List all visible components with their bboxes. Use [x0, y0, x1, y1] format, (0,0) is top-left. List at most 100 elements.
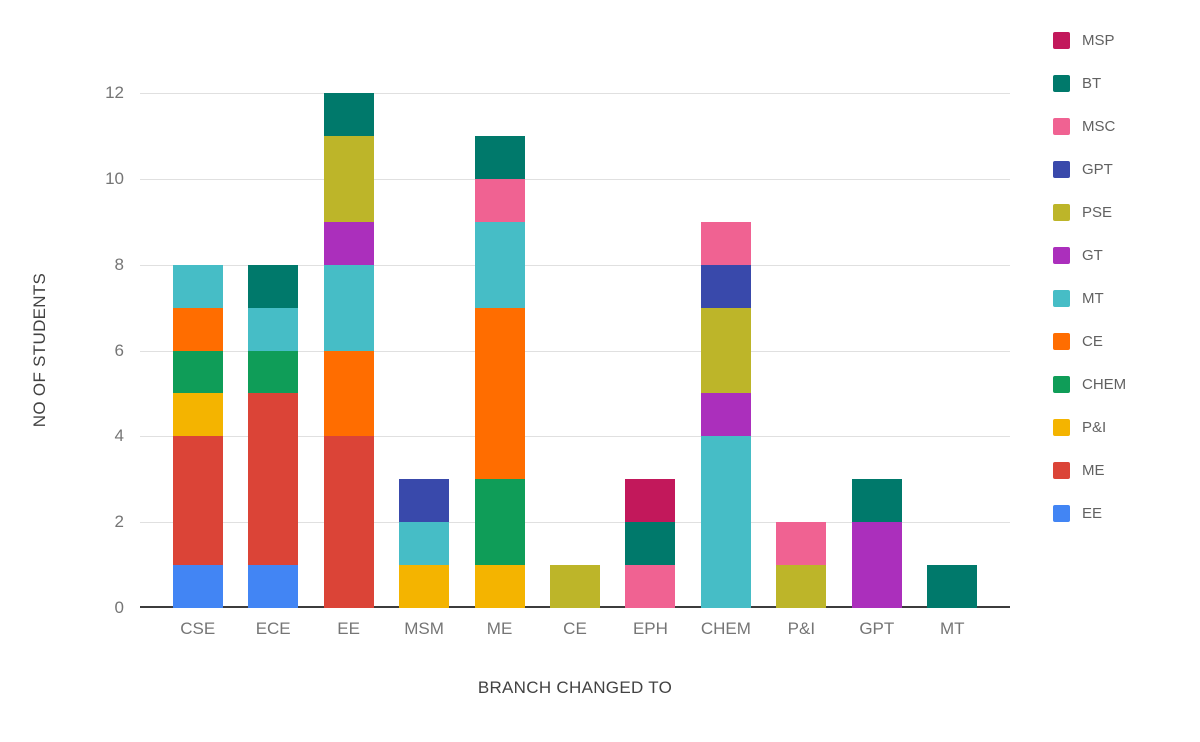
y-tick-label-2: 2 [114, 512, 124, 531]
segment-CSE-P&I[interactable] [172, 393, 223, 437]
gridline-10 [140, 179, 1010, 180]
legend-item-MT[interactable]: MT [1053, 290, 1126, 307]
segment-EE-BT[interactable] [323, 93, 374, 136]
x-tick-label-ECE: ECE [255, 619, 291, 638]
bar-stack-EE [323, 93, 374, 608]
x-tick-label-CSE: CSE [180, 619, 216, 638]
segment-CHEM-GT[interactable] [700, 393, 751, 437]
segment-ME-BT[interactable] [474, 135, 525, 179]
bar-stack-ME [474, 135, 525, 608]
bar-CSE [160, 93, 235, 608]
chart-legend: MSP BT MSC GPT PSE GT MT CE CHEM P&I ME EE [1053, 32, 1126, 522]
bar-MT [915, 93, 990, 608]
bar-GPT [839, 93, 914, 608]
x-tick-label-MT: MT [939, 619, 965, 638]
legend-swatch-EE [1053, 505, 1070, 522]
segment-EPH-MSC[interactable] [625, 565, 676, 608]
legend-label: P&I [1082, 419, 1107, 436]
gridline-12 [140, 93, 1010, 94]
legend-label: PSE [1082, 204, 1113, 221]
segment-EPH-MSP[interactable] [625, 479, 676, 523]
bar-stack-ECE [248, 264, 299, 608]
legend-item-BT[interactable]: BT [1053, 75, 1126, 92]
segment-CSE-ME[interactable] [172, 436, 223, 566]
segment-ME-CE[interactable] [474, 307, 525, 480]
legend-label: GPT [1082, 161, 1113, 178]
segment-MSM-MT[interactable] [399, 522, 450, 566]
legend-swatch-MT [1053, 290, 1070, 307]
legend-item-PSE[interactable]: PSE [1053, 204, 1126, 221]
bar-CHEM [688, 93, 763, 608]
segment-EE-GT[interactable] [323, 221, 374, 265]
segment-MSM-P&I[interactable] [399, 565, 450, 608]
segment-CSE-MT[interactable] [172, 264, 223, 308]
legend-item-CE[interactable]: CE [1053, 333, 1126, 350]
segment-MT-BT[interactable] [927, 565, 978, 608]
gridline-6 [140, 351, 1010, 352]
segment-EE-PSE[interactable] [323, 135, 374, 222]
bar-stack-P&I [776, 522, 827, 608]
legend-swatch-GPT [1053, 161, 1070, 178]
legend-item-EE[interactable]: EE [1053, 505, 1126, 522]
segment-EE-CE[interactable] [323, 350, 374, 437]
legend-item-CHEM[interactable]: CHEM [1053, 376, 1126, 393]
bars-group [160, 93, 990, 608]
segment-EE-MT[interactable] [323, 264, 374, 351]
y-tick-label-4: 4 [114, 426, 124, 445]
gridline-8 [140, 265, 1010, 266]
segment-CHEM-MT[interactable] [700, 436, 751, 608]
legend-swatch-P&I [1053, 419, 1070, 436]
x-tick-label-CE: CE [563, 619, 587, 638]
segment-ECE-CHEM[interactable] [248, 350, 299, 394]
x-axis-title: BRANCH CHANGED TO [477, 678, 673, 697]
x-tick-label-P&I: P&I [787, 619, 816, 638]
x-tick-label-ME: ME [486, 619, 513, 638]
y-tick-label-12: 12 [105, 83, 124, 102]
segment-ME-MSC[interactable] [474, 178, 525, 222]
gridline-2 [140, 522, 1010, 523]
segment-EE-ME[interactable] [323, 436, 374, 608]
segment-ME-P&I[interactable] [474, 565, 525, 608]
bar-EE [311, 93, 386, 608]
legend-label: GT [1082, 247, 1103, 264]
segment-CHEM-GPT[interactable] [700, 264, 751, 308]
segment-ECE-MT[interactable] [248, 307, 299, 351]
segment-P&I-MSC[interactable] [776, 522, 827, 566]
y-tick-label-8: 8 [114, 255, 124, 274]
legend-swatch-CE [1053, 333, 1070, 350]
segment-CSE-CHEM[interactable] [172, 350, 223, 394]
segment-CSE-EE[interactable] [172, 565, 223, 608]
legend-item-GPT[interactable]: GPT [1053, 161, 1126, 178]
bar-MSM [386, 93, 461, 608]
x-tick-label-CHEM: CHEM [700, 619, 751, 638]
segment-MSM-GPT[interactable] [399, 479, 450, 523]
segment-CHEM-MSC[interactable] [700, 221, 751, 265]
bar-stack-CE [549, 565, 600, 608]
bar-P&I [764, 93, 839, 608]
legend-label: BT [1082, 75, 1102, 92]
segment-GPT-GT[interactable] [851, 522, 902, 608]
segment-ECE-EE[interactable] [248, 565, 299, 608]
legend-item-MSP[interactable]: MSP [1053, 32, 1126, 49]
bar-CE [537, 93, 612, 608]
segment-ECE-BT[interactable] [248, 264, 299, 308]
segment-CE-PSE[interactable] [549, 565, 600, 608]
segment-CSE-CE[interactable] [172, 307, 223, 351]
legend-item-ME[interactable]: ME [1053, 462, 1126, 479]
y-axis-title: NO OF STUDENTS [30, 272, 49, 428]
segment-CHEM-PSE[interactable] [700, 307, 751, 394]
legend-item-P&I[interactable]: P&I [1053, 419, 1126, 436]
bar-stack-MSM [399, 479, 450, 608]
bar-ME [462, 93, 537, 608]
segment-P&I-PSE[interactable] [776, 565, 827, 608]
segment-ME-CHEM[interactable] [474, 479, 525, 566]
segment-ME-MT[interactable] [474, 221, 525, 308]
legend-item-GT[interactable]: GT [1053, 247, 1126, 264]
segment-GPT-BT[interactable] [851, 479, 902, 523]
legend-label: ME [1082, 462, 1105, 479]
segment-EPH-BT[interactable] [625, 522, 676, 566]
legend-item-MSC[interactable]: MSC [1053, 118, 1126, 135]
segment-ECE-ME[interactable] [248, 393, 299, 566]
y-tick-label-6: 6 [114, 341, 124, 360]
